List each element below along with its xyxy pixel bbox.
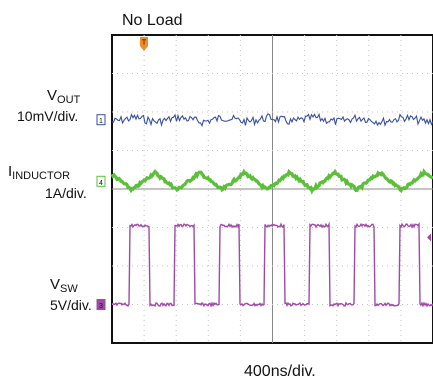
channel-marker-box — [96, 299, 106, 310]
vout-name-sub: OUT — [57, 94, 81, 106]
vout-trace — [111, 112, 433, 128]
vsw-right-edge-marker — [427, 233, 431, 242]
vout-name-main: V — [47, 87, 57, 104]
vout-channel-marker: 1 — [96, 114, 106, 126]
iinductor-trace — [110, 168, 433, 195]
iinductor-label: IINDUCTOR 1A/div. — [8, 163, 87, 201]
iinductor-scale: 1A/div. — [45, 185, 87, 201]
trigger-marker: T — [140, 37, 148, 51]
iinductor-name-sub: INDUCTOR — [12, 170, 70, 182]
vsw-channel-marker: 3 — [96, 299, 106, 310]
channel-tag: 4 — [99, 180, 103, 187]
x-axis-scale-label: 400ns/div. — [244, 363, 316, 380]
channel-tag: 1 — [99, 118, 103, 125]
channel-markers: 1 4 3 T — [96, 37, 431, 310]
vsw-label: VSW 5V/div. — [50, 276, 92, 313]
vsw-name-sub: SW — [60, 283, 78, 295]
channel-marker-box — [96, 175, 106, 187]
channel-marker-box — [96, 114, 106, 126]
svg-text:IINDUCTOR: IINDUCTOR — [8, 163, 70, 182]
trigger-tag: T — [142, 40, 147, 47]
svg-text:VOUT: VOUT — [47, 87, 81, 106]
trigger-marker-box — [140, 37, 148, 46]
graticule — [112, 35, 433, 343]
traces — [110, 112, 433, 308]
chart-title: No Load — [122, 12, 183, 29]
vsw-scale: 5V/div. — [50, 297, 92, 313]
trigger-marker-arrow — [140, 46, 148, 51]
iinductor-channel-marker: 4 — [96, 175, 106, 187]
vsw-name-main: V — [50, 276, 60, 293]
vout-label: VOUT 10mV/div. — [17, 87, 81, 124]
iinductor-name-main: I — [8, 163, 12, 180]
channel-tag: 3 — [99, 303, 103, 310]
vout-scale: 10mV/div. — [17, 108, 78, 124]
svg-text:VSW: VSW — [50, 276, 78, 295]
plot-area: 1 4 3 T — [96, 34, 433, 344]
vsw-trace — [111, 221, 433, 308]
